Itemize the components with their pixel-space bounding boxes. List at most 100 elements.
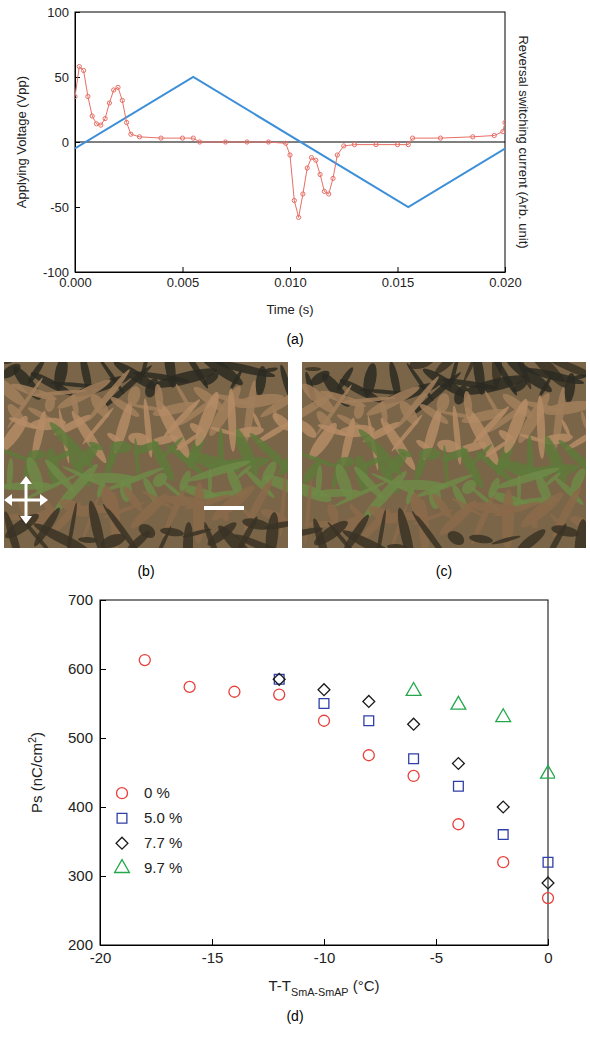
data-point [288,153,292,157]
data-point [90,114,94,118]
data-point [198,140,202,144]
texture-domain [500,397,532,455]
figure: 0.0000.0050.0100.0150.020-100-50050100Ti… [0,0,590,1040]
data-point [120,98,124,102]
data-point [223,140,227,144]
data-point [364,716,374,726]
data-point [352,142,356,146]
tick-label: 100 [47,5,69,20]
tick-mark [100,600,106,601]
data-point [112,88,116,92]
plot-frame [75,12,505,272]
texture-domain [31,506,63,548]
data-point [305,166,309,170]
data-point [406,683,421,696]
texture-domain [133,438,141,480]
data-point [94,122,98,126]
texture-domain [186,458,251,485]
data-point [452,758,464,770]
data-point [81,68,85,72]
data-point [86,94,90,98]
axis-line [101,945,549,946]
tick-mark [75,272,80,273]
data-point [137,135,141,139]
texture-domain [46,419,96,471]
tick: 0.005 [167,267,200,290]
texture-domain [442,445,450,487]
data-point [541,765,555,778]
texture-domain [351,464,386,502]
texture-domain [302,417,319,440]
texture-domain [8,415,38,430]
data-point [497,801,509,813]
texture-domain [471,362,487,395]
tick-label: 0 [544,949,552,966]
data-point [408,770,419,781]
texture-domain [302,526,323,538]
texture-domain [332,462,356,502]
micrograph: (c) [283,342,590,579]
image-ground [4,362,288,548]
texture-domain [335,366,356,393]
tick-mark [290,267,291,272]
data-point [229,686,240,697]
data-point [124,120,128,124]
data-point [116,85,120,89]
data-point [331,176,335,180]
texture-domain [138,362,152,384]
texture-domain [162,362,178,388]
tick-mark [324,939,325,945]
tick-label: 50 [55,70,69,85]
texture-domain [132,439,161,457]
data-point [245,140,249,144]
legend-label: 5.0 % [144,809,182,826]
texture-domain [16,495,32,517]
tick: -15 [202,939,224,966]
texture-domain [99,485,116,511]
data-point [496,709,511,722]
plot-area [75,64,505,219]
texture-domain [101,502,143,548]
tick: 0.015 [382,267,415,290]
texture-domain [308,368,332,388]
texture-domain [136,521,158,541]
tick-mark [548,939,549,945]
arrow-head [20,516,32,524]
tick-label: -50 [50,200,69,215]
x-axis: 0.0000.0050.0100.0150.020 [59,267,522,290]
arrow-head [4,494,12,506]
data-point [129,132,133,136]
tick-mark [212,939,213,945]
legend-label: 7.7 % [144,834,182,851]
data-point [75,94,77,98]
texture-domain [560,419,571,437]
tick: 0.020 [489,267,522,290]
tick: 500 [68,729,106,746]
data-point [99,123,103,127]
tick-mark [100,945,106,946]
tick-label: 700 [68,591,93,608]
texture-domain [4,362,23,381]
texture-domain [491,534,521,546]
scale-bar [204,506,244,510]
texture [4,362,288,548]
texture-domain [450,496,483,517]
texture-domain [419,448,441,460]
texture-domain [4,510,42,542]
axis-line [76,272,506,273]
data-point [301,192,305,196]
texture-domain [86,500,109,548]
panel-label: (a) [286,331,303,347]
label-part: T-T [268,977,291,994]
texture-domain [580,411,586,429]
tick-label: -100 [43,265,69,280]
texture-domain [434,392,451,415]
texture-domain [4,373,29,410]
legend-label: 0 % [144,784,170,801]
texture-domain [503,362,555,396]
panel-label: (c) [436,563,452,579]
texture [302,362,586,548]
tick-mark [398,267,399,272]
data-point [314,158,318,162]
tick: 700 [68,591,106,608]
